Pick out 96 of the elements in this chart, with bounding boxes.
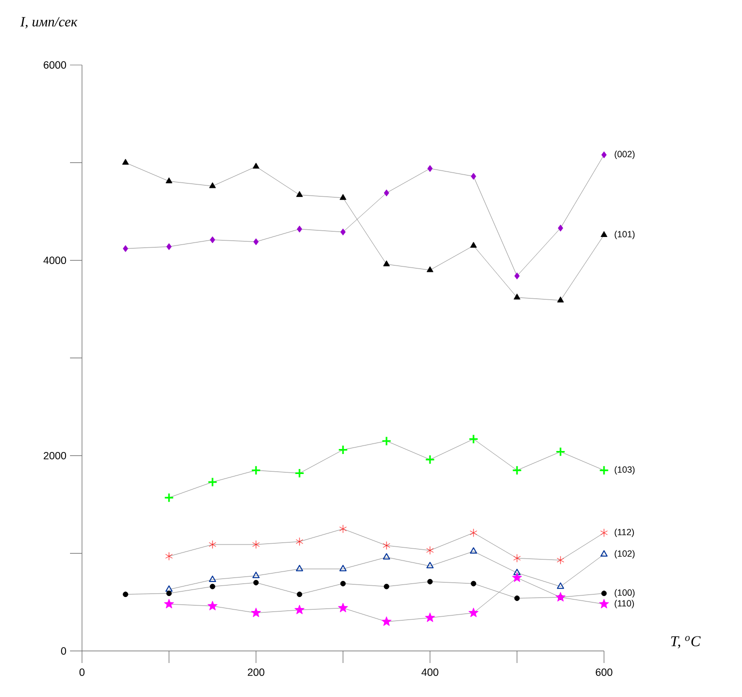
point	[165, 585, 173, 592]
series-label: (100)	[614, 589, 635, 598]
x-axis-title: T, $^{o}$C	[671, 636, 701, 648]
point	[557, 296, 564, 302]
point	[513, 568, 521, 576]
series-label: (110)	[614, 600, 634, 608]
point	[166, 177, 172, 184]
x-tick-label: 200	[248, 668, 264, 676]
point	[556, 592, 566, 602]
point	[427, 578, 433, 584]
point	[122, 245, 128, 252]
point	[340, 580, 346, 586]
point	[338, 602, 348, 612]
series-label: (102)	[614, 550, 635, 558]
point	[382, 436, 392, 446]
point	[296, 537, 304, 546]
point	[600, 528, 608, 538]
point	[601, 151, 607, 158]
point	[470, 172, 476, 180]
x-tick-label: 0	[80, 668, 85, 676]
point	[296, 564, 304, 572]
point	[208, 600, 218, 610]
point	[296, 592, 302, 598]
point	[426, 546, 434, 555]
point	[382, 616, 392, 626]
series-label: (101)	[614, 230, 635, 240]
point	[514, 596, 520, 601]
point	[166, 590, 172, 596]
point	[164, 598, 174, 608]
point	[340, 228, 346, 236]
point	[294, 604, 304, 614]
point	[338, 444, 348, 455]
point	[252, 572, 260, 578]
point	[208, 576, 216, 582]
point	[382, 553, 390, 560]
point	[599, 598, 609, 608]
point	[556, 582, 564, 589]
point	[556, 446, 566, 457]
point	[340, 194, 346, 200]
y-axis-title: I, имп/сек	[20, 17, 78, 28]
point	[210, 584, 216, 590]
point	[425, 454, 435, 465]
point	[556, 556, 564, 564]
point	[251, 465, 261, 476]
y-tick-label: 2000	[44, 452, 66, 460]
point	[426, 562, 434, 568]
point	[470, 242, 477, 248]
point	[514, 272, 520, 280]
point	[383, 260, 390, 266]
point	[514, 294, 520, 300]
point	[294, 468, 304, 478]
point	[339, 564, 347, 572]
point	[339, 524, 347, 534]
point	[164, 492, 174, 503]
point	[251, 608, 261, 618]
point	[296, 191, 303, 197]
x-tick-label: 400	[422, 668, 438, 676]
series-label: (103)	[614, 466, 635, 474]
series-label: (002)	[614, 150, 635, 160]
series-label: (112)	[614, 528, 634, 537]
point	[384, 584, 390, 590]
point	[166, 243, 172, 250]
point	[252, 162, 260, 169]
point	[601, 590, 607, 596]
point	[122, 158, 129, 165]
point	[427, 165, 433, 172]
point	[253, 238, 259, 246]
point	[599, 465, 609, 476]
point	[470, 580, 476, 586]
point	[558, 224, 564, 232]
x-tick-label: 600	[596, 668, 612, 676]
point	[253, 580, 259, 586]
point	[210, 236, 216, 244]
point	[600, 550, 608, 557]
point	[425, 612, 435, 622]
point	[426, 266, 434, 272]
point	[208, 540, 216, 549]
point	[513, 554, 521, 562]
point	[208, 477, 218, 488]
point	[512, 572, 522, 582]
point	[512, 465, 522, 476]
point	[209, 182, 216, 188]
y-tick-label: 0	[61, 647, 66, 655]
point	[470, 528, 478, 538]
point	[470, 547, 478, 554]
y-tick-label: 6000	[44, 61, 66, 69]
point	[382, 541, 390, 550]
point	[600, 231, 608, 237]
point	[468, 434, 478, 444]
point	[296, 226, 302, 233]
point	[384, 189, 390, 196]
point	[165, 552, 173, 560]
point	[468, 608, 478, 618]
point	[122, 592, 128, 598]
y-tick-label: 4000	[43, 256, 66, 264]
point	[252, 540, 260, 549]
